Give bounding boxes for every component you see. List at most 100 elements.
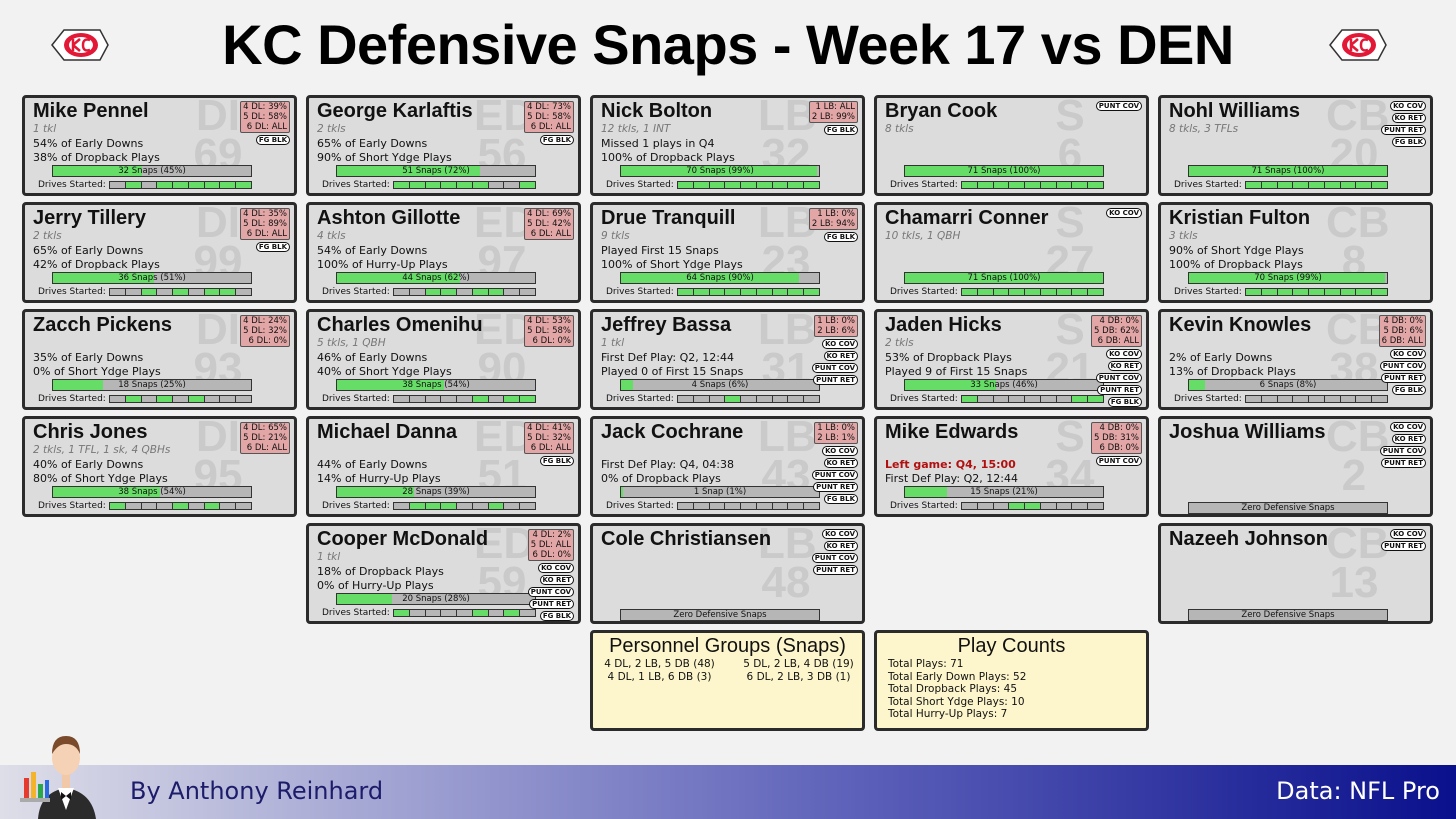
special-teams-tag: KO RET <box>1107 361 1142 371</box>
drive-segment <box>173 503 189 509</box>
drive-segment <box>710 396 726 402</box>
byline: By Anthony Reinhard <box>130 777 384 805</box>
snap-share-label: 64 Snaps (90%) <box>686 273 754 283</box>
drive-segment <box>1324 182 1341 188</box>
personnel-share-line: 5 DB: 31% <box>1094 433 1139 443</box>
personnel-share-line: 4 DL: 65% <box>243 423 287 433</box>
snap-share-label: 71 Snaps (100%) <box>967 273 1041 283</box>
usage-line-2: 42% of Dropback Plays <box>33 258 160 271</box>
snap-share-bar: 33 Snaps (46%) <box>904 379 1104 391</box>
drive-segment <box>204 182 221 188</box>
drive-segment <box>693 182 710 188</box>
personnel-group-item: 5 DL, 2 LB, 4 DB (19) <box>743 658 854 670</box>
position-watermark: LB <box>758 202 817 247</box>
personnel-share-line: 6 DL: ALL <box>530 122 571 132</box>
usage-line-2: Played 0 of First 15 Snaps <box>601 365 744 378</box>
drives-started-track <box>677 288 820 296</box>
drive-segment <box>441 396 458 402</box>
position-number-watermark: LB 32 <box>758 98 817 177</box>
drive-segment <box>1340 289 1357 295</box>
drive-segment <box>409 182 426 188</box>
personnel-share-line: 2 LB: 94% <box>811 219 855 229</box>
personnel-share-box: 4 DL: 39% 5 DL: 58% 6 DL: ALL <box>240 101 290 133</box>
player-card: DI 99 Jerry Tillery 2 tkls 65% of Early Down… <box>22 202 297 303</box>
drives-started-track <box>109 181 252 189</box>
drive-segment <box>425 503 442 509</box>
snap-share-label: 20 Snaps (28%) <box>402 594 470 604</box>
personnel-share-line: 6 DL: ALL <box>246 229 287 239</box>
drives-started-label: Drives Started: <box>38 501 106 511</box>
drives-started-label: Drives Started: <box>322 394 390 404</box>
player-name: Nazeeh Johnson <box>1169 528 1328 550</box>
drive-segment <box>757 396 773 402</box>
drive-segment <box>410 289 426 295</box>
drive-segment <box>804 396 819 402</box>
drive-segment <box>394 396 410 402</box>
drive-segment <box>1056 182 1073 188</box>
snap-share-fill <box>621 380 633 390</box>
personnel-share-box: 4 DL: 2% 5 DL: ALL 6 DL: 0% <box>527 529 574 561</box>
drive-segment <box>236 503 251 509</box>
position-number-watermark: DI 69 <box>190 98 246 177</box>
player-stats: 8 tkls <box>885 123 914 135</box>
personnel-share-line: 5 DB: 6% <box>1383 326 1423 336</box>
player-stats: 12 tkls, 1 INT <box>601 123 671 135</box>
drive-segment <box>205 396 221 402</box>
drive-segment <box>1025 396 1041 402</box>
snap-share-label: 44 Snaps (62%) <box>402 273 470 283</box>
personnel-share-line: 4 DL: 53% <box>527 316 571 326</box>
snap-share-label: 4 Snaps (6%) <box>691 380 749 390</box>
footer-banner: By Anthony Reinhard Data: NFL Pro <box>0 765 1456 819</box>
usage-line-1: 65% of Early Downs <box>317 137 428 150</box>
position-number-watermark: DI 99 <box>190 205 246 284</box>
drive-segment <box>126 503 142 509</box>
player-stats: 5 tkls, 1 QBH <box>317 337 386 349</box>
personnel-share-line: 6 DL: ALL <box>530 443 571 453</box>
personnel-share-line: 4 DL: 41% <box>527 423 571 433</box>
drive-segment <box>757 503 773 509</box>
usage-line-1: 90% of Short Ydge Plays <box>1169 244 1304 257</box>
special-teams-tag: PUNT RET <box>529 599 574 609</box>
personnel-share-line: 2 LB: 99% <box>811 112 855 122</box>
position-watermark: S <box>1055 416 1085 461</box>
snap-share-label: 71 Snaps (100%) <box>967 166 1041 176</box>
usage-line-1: 18% of Dropback Plays <box>317 565 444 578</box>
player-name: Drue Tranquill <box>601 207 736 229</box>
drive-segment <box>394 610 410 616</box>
special-teams-tag: FG BLK <box>539 611 574 621</box>
special-teams-tags: FG BLK <box>539 456 574 468</box>
player-stats: 2 tkls, 1 TFL, 1 sk, 4 QBHs <box>33 444 171 456</box>
player-card: S 6 Bryan Cook 8 tkls 71 Snaps (100%) Drives … <box>874 95 1149 196</box>
play-count-item: Total Early Down Plays: 52 <box>888 670 1027 683</box>
player-card: CB 38 Kevin Knowles 2% of Early Downs 13% of… <box>1158 309 1433 410</box>
position-watermark: LB <box>758 309 817 354</box>
drive-segment <box>756 289 773 295</box>
special-teams-tags: KO COV KO RET PUNT COV PUNT RET <box>811 339 858 387</box>
snap-share-fill <box>621 273 800 283</box>
drive-segment <box>142 396 158 402</box>
drive-segment <box>773 503 789 509</box>
snap-share-label: Zero Defensive Snaps <box>1241 610 1335 620</box>
snap-share-label: Zero Defensive Snaps <box>673 610 767 620</box>
special-teams-tag: KO COV <box>1106 208 1142 218</box>
drives-started-label: Drives Started: <box>890 180 958 190</box>
player-stats: 8 tkls, 3 TFLs <box>1169 123 1239 135</box>
position-watermark: S <box>1055 95 1085 140</box>
drives-started-track <box>677 502 820 510</box>
drive-segment <box>725 396 742 402</box>
drive-segment <box>725 503 742 509</box>
drive-segment <box>994 503 1010 509</box>
drives-started-label: Drives Started: <box>606 394 674 404</box>
usage-line-1: 2% of Early Downs <box>1169 351 1273 364</box>
drive-segment <box>236 182 252 188</box>
drive-segment <box>694 396 710 402</box>
drives-started-label: Drives Started: <box>38 394 106 404</box>
drive-segment <box>1025 289 1041 295</box>
drive-segment <box>1041 503 1057 509</box>
drives-started-track <box>393 288 536 296</box>
player-name: Chamarri Conner <box>885 207 1049 229</box>
special-teams-tags: FG BLK <box>823 232 858 244</box>
drives-started-label: Drives Started: <box>1174 394 1242 404</box>
special-teams-tags: FG BLK <box>539 135 574 147</box>
